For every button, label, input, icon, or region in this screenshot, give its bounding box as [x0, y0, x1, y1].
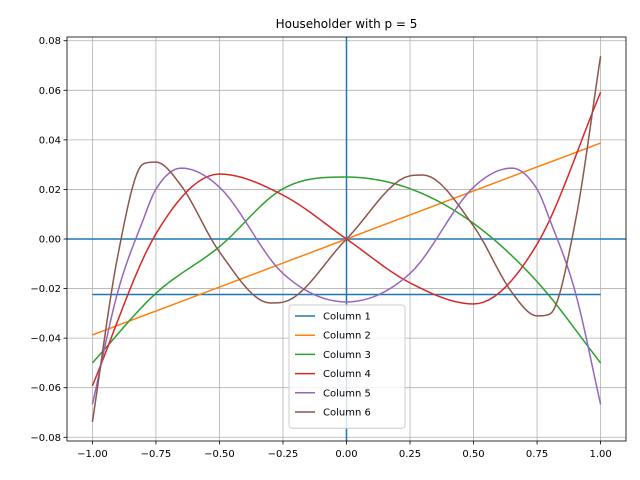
chart-title: Householder with p = 5 [276, 17, 418, 31]
legend-label-column-4: Column 4 [323, 369, 371, 380]
x-tick-label: −0.50 [204, 449, 235, 460]
y-tick-label: −0.04 [30, 334, 61, 345]
legend-label-column-2: Column 2 [323, 331, 371, 342]
y-tick-label: 0.02 [39, 185, 61, 196]
y-tick-label: −0.02 [30, 284, 61, 295]
y-tick-label: 0.08 [39, 36, 61, 47]
x-tick-label: 0.75 [526, 449, 548, 460]
x-tick-label: 0.25 [399, 449, 421, 460]
y-tick-label: −0.08 [30, 433, 61, 444]
legend: Column 1 Column 2 Column 3 Column 4 Column 5… [288, 304, 406, 429]
y-tick-label: −0.06 [30, 383, 61, 394]
x-tick-label: −0.75 [141, 449, 172, 460]
y-tick-label: 0.00 [39, 235, 61, 246]
series-line-column-5 [91, 167, 602, 405]
legend-box [288, 304, 406, 429]
y-tick-label: 0.04 [39, 135, 61, 146]
x-tick-label: 0.50 [462, 449, 484, 460]
x-axis: −1.00 −0.75 −0.50 −0.25 0.00 0.25 0.50 0.75 1.00 [77, 441, 612, 460]
legend-label-column-1: Column 1 [323, 312, 371, 323]
legend-label-column-6: Column 6 [323, 408, 371, 419]
y-tick-label: 0.06 [39, 86, 61, 97]
x-tick-label: 1.00 [589, 449, 611, 460]
series-line-column-3 [91, 176, 602, 364]
y-axis: −0.08 −0.06 −0.04 −0.02 0.00 0.02 0.04 0.06 0.08 [30, 36, 67, 444]
x-tick-label: −0.25 [268, 449, 299, 460]
series-lines [91, 55, 602, 423]
legend-label-column-5: Column 5 [323, 388, 371, 399]
series-line-column-6 [91, 55, 602, 423]
x-tick-label: −1.00 [77, 449, 108, 460]
legend-label-column-3: Column 3 [323, 350, 371, 361]
x-tick-label: 0.00 [335, 449, 357, 460]
